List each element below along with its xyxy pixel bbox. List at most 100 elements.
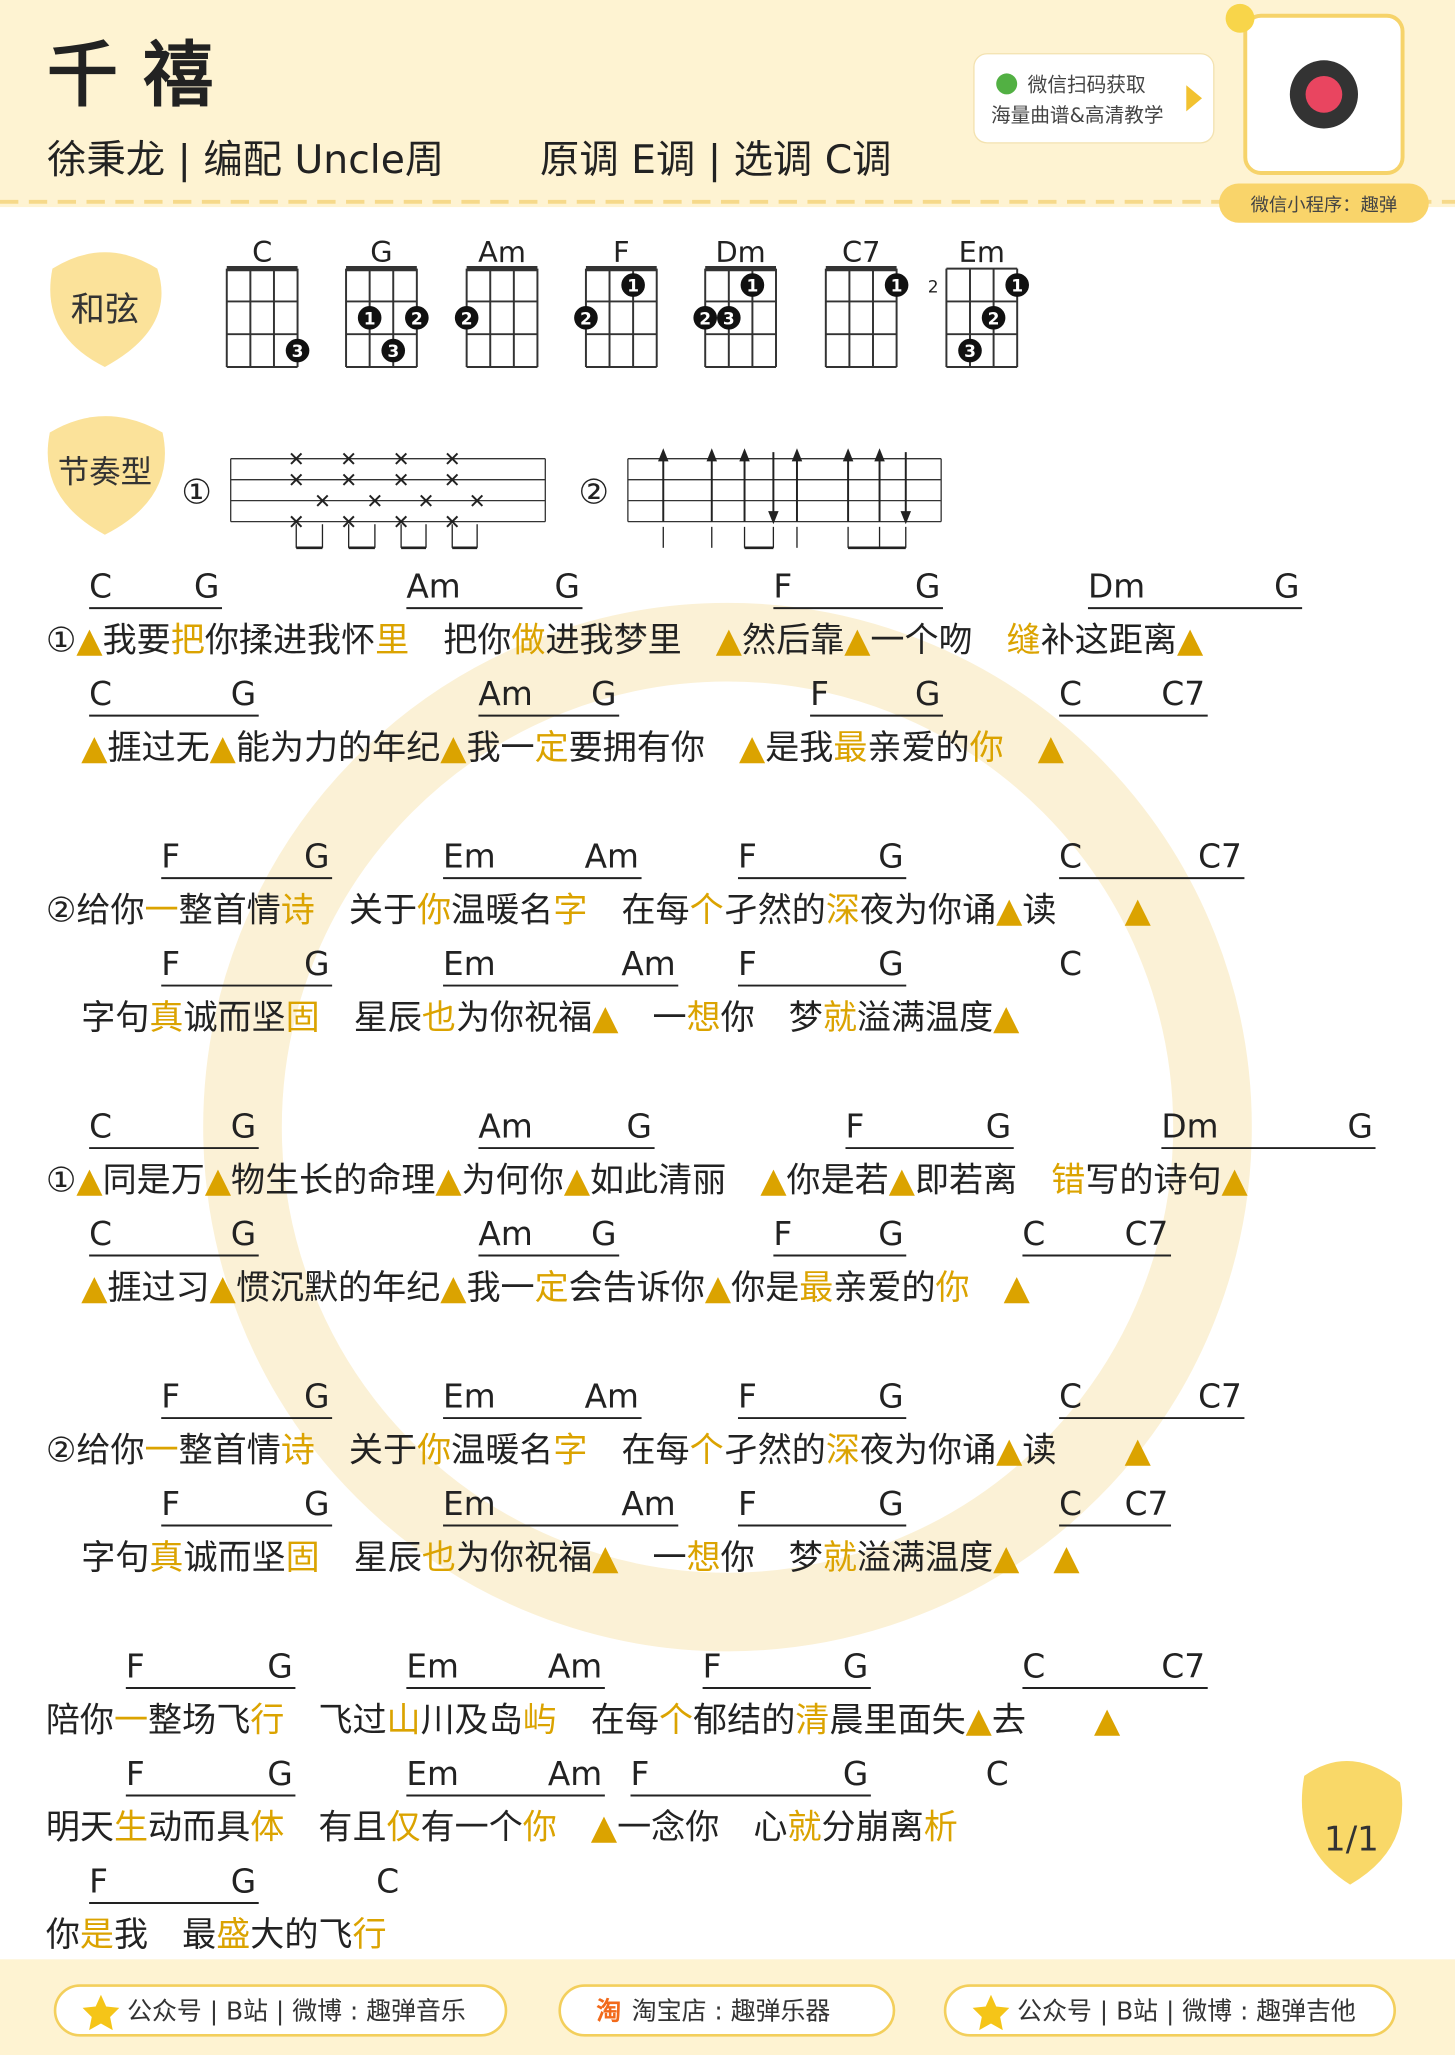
strum-triangle: ▲	[1125, 1430, 1152, 1470]
chord-symbol: G	[915, 568, 940, 606]
lyric-fragment: ①	[46, 620, 77, 660]
chord-symbol: F	[161, 838, 180, 876]
finger-number: 3	[292, 342, 304, 362]
lyric-text: 明天	[46, 1808, 114, 1848]
chord-symbol: F	[89, 1862, 108, 1900]
chord-symbol: F	[773, 1215, 792, 1253]
lyric-line: 陪你一整场飞行 飞过山川及岛屿 在每个郁结的清晨里面失▲去 ▲	[46, 1700, 1121, 1740]
chord-symbol: C7	[1125, 1485, 1169, 1523]
x-mark	[395, 473, 408, 486]
strum-triangle: ▲	[435, 1160, 462, 1200]
lyric-line: ▲捱过无▲能为力的年纪▲我一定要拥有你 ▲是我最亲爱的你 ▲	[81, 728, 1064, 768]
strum-triangle: ▲	[592, 1538, 619, 1578]
lyric-text: 把你	[409, 620, 511, 660]
chord-symbol: C	[1059, 675, 1082, 713]
key: 原调 E调 | 选调 C调	[540, 138, 891, 183]
lyric-line: 明天生动而具体 有且仅有一个你 ▲一念你 心就分崩离析	[46, 1808, 958, 1848]
lyric-fragment: 你是	[731, 1268, 799, 1308]
lyric-highlight: 做	[511, 620, 545, 660]
strum-triangle: ▲	[81, 1268, 108, 1308]
strum-triangle: ▲	[591, 1808, 618, 1848]
lyric-highlight: 深	[826, 890, 860, 930]
chord-name: F	[613, 235, 630, 269]
chord-symbol: C	[1059, 838, 1082, 876]
lyric-text: 整场飞	[148, 1700, 250, 1740]
chord-symbol: C7	[1125, 1215, 1169, 1253]
finger-number: 1	[891, 277, 903, 297]
lyric-fragment: 一	[618, 1538, 686, 1578]
chord-symbol: F	[161, 1378, 180, 1416]
lyric-text: 陪你	[46, 1700, 114, 1740]
chord-symbol: G	[231, 675, 256, 713]
lyric-fragment: 捱过无	[107, 728, 209, 768]
x-mark	[368, 494, 381, 507]
lyric-text: 关于	[315, 890, 417, 930]
chord-symbol: Em	[406, 1755, 459, 1793]
lyric-fragment: 要拥有你	[569, 728, 739, 768]
strum-triangle: ▲	[993, 998, 1020, 1038]
finger-number: 2	[411, 309, 423, 329]
lyric-text: 诚而坚	[183, 1538, 285, 1578]
lyric-highlight: 一	[145, 890, 179, 930]
lyric-highlight: 固	[286, 1538, 320, 1578]
lyric-line: 字句真诚而坚固 星辰也为你祝福▲ 一想你 梦就溢满温度▲ ▲	[81, 1538, 1080, 1578]
chord-symbol: Em	[443, 1485, 496, 1523]
strum-triangle: ▲	[1222, 1160, 1249, 1200]
chord-symbol: Am	[548, 1755, 602, 1793]
lyric-fragment: 晨里面失	[829, 1700, 965, 1740]
chord-symbol: F	[703, 1648, 722, 1686]
footer-star	[82, 1994, 120, 2031]
finger-number: 2	[580, 309, 592, 329]
chord-symbol: F	[738, 838, 757, 876]
lyric-fragment: 我一	[466, 1268, 534, 1308]
lyric-fragment: 写的诗句	[1085, 1160, 1221, 1200]
lyric-fragment: ①	[46, 1160, 77, 1200]
lyric-text: 星辰	[320, 1538, 422, 1578]
chord-symbol: C	[1022, 1215, 1045, 1253]
lyric-line: ①▲我要把你揉进我怀里 把你做进我梦里 ▲然后靠▲一个吻 缝补这距离▲	[46, 620, 1204, 660]
x-mark	[290, 473, 303, 486]
chord-symbol: G	[267, 1648, 292, 1686]
lyric-text: 整首情	[179, 890, 281, 930]
finger-dot	[621, 273, 645, 297]
lyric-highlight: 你	[936, 1268, 970, 1308]
lyric-fragment: 读	[1022, 890, 1124, 930]
chord-symbol: G	[915, 675, 940, 713]
x-mark	[446, 473, 459, 486]
finger-dot	[693, 306, 718, 330]
lyric-text: 在每	[587, 1430, 689, 1470]
lyric-text: 晨里面失▲去 ▲	[829, 1700, 1121, 1740]
lyric-text: 诚而坚	[183, 998, 285, 1038]
lyric-highlight: 一	[145, 1430, 179, 1470]
lyric-highlight: 仅	[387, 1808, 421, 1848]
lyric-highlight: 就	[787, 1808, 821, 1848]
chord-symbol: F	[845, 1108, 864, 1146]
chord-symbol: G	[267, 1755, 292, 1793]
chord-symbol: G	[878, 1215, 903, 1253]
chord-symbol: F	[161, 1485, 180, 1523]
lyric-fragment: 溢满温度	[857, 1538, 993, 1578]
lyric-line: 你是我 最盛大的飞行	[46, 1915, 387, 1955]
lyric-text: ▲	[1004, 728, 1065, 768]
chord-symbol: Am	[478, 675, 532, 713]
lyric-line: ▲捱过习▲惯沉默的年纪▲我一定会告诉你▲你是最亲爱的你 ▲	[81, 1268, 1030, 1308]
strum-arrow	[739, 448, 750, 462]
chord-symbol: Am	[621, 945, 675, 983]
chord-symbol: Am	[585, 838, 639, 876]
lyric-text: 溢满温度▲ ▲	[857, 1538, 1081, 1578]
chord-symbol: G	[627, 1108, 652, 1146]
chord-symbol: G	[591, 1215, 616, 1253]
lyric-highlight: 就	[823, 1538, 857, 1578]
chord-name: Em	[959, 235, 1005, 269]
chord-label-blob	[50, 252, 162, 367]
lyric-fragment: 物生长的命理	[231, 1160, 435, 1200]
chord-symbol: G	[304, 1485, 329, 1523]
lyric-text: ②给你	[46, 1430, 145, 1470]
x-mark	[342, 452, 355, 465]
lyric-fragment: 一念你 心	[617, 1808, 787, 1848]
lyric-highlight: 真	[149, 1538, 183, 1578]
strum-triangle: ▲	[210, 1268, 237, 1308]
lyric-line: ①▲同是万▲物生长的命理▲为何你▲如此清丽 ▲你是若▲即若离 错写的诗句▲	[46, 1160, 1249, 1200]
page-number: 1/1	[1324, 1820, 1379, 1860]
lyric-fragment: 是我	[765, 728, 833, 768]
